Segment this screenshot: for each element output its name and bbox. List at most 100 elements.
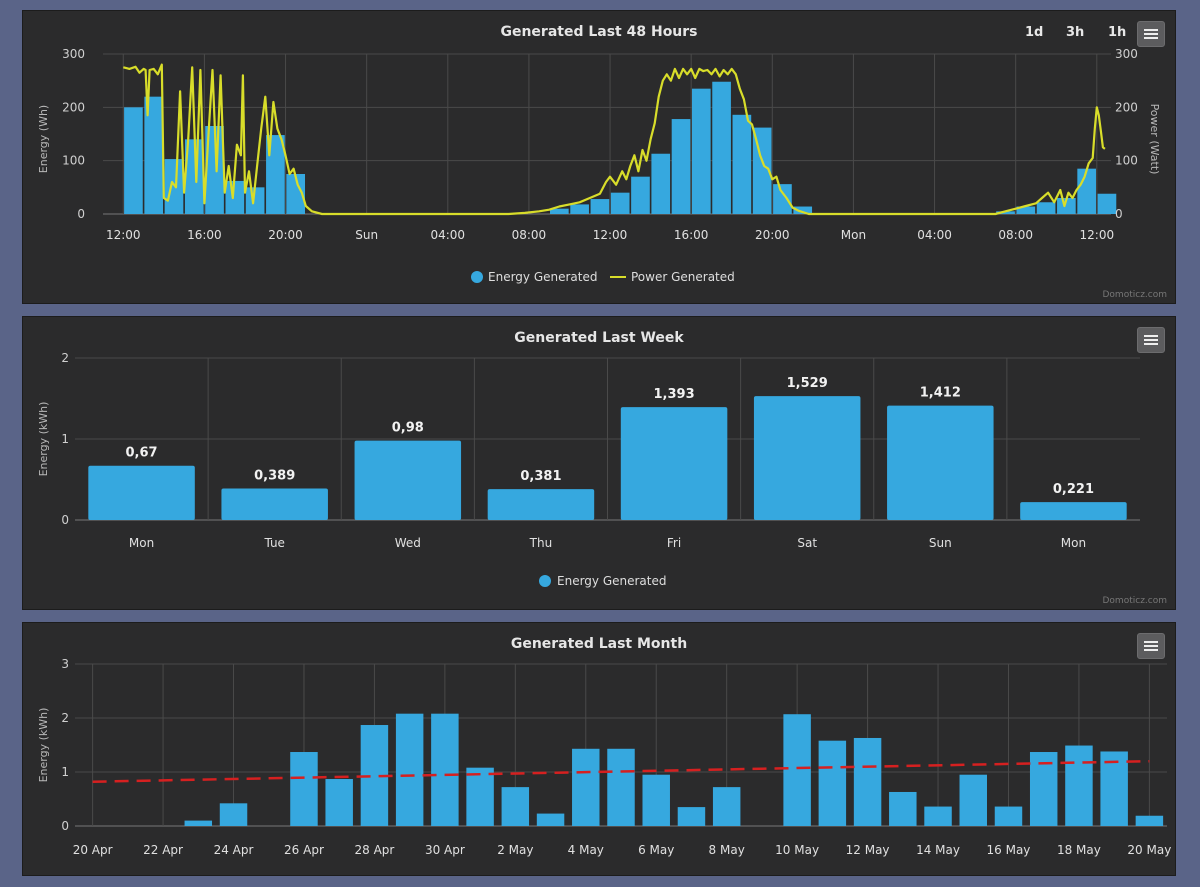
legend-energy-label[interactable]: Energy Generated (488, 270, 598, 284)
y-tick-label: 1 (61, 765, 69, 779)
bar-energy (732, 114, 752, 214)
bar-energy (994, 806, 1023, 826)
x-tick-label: 8 May (709, 843, 745, 857)
menu-icon-line (1144, 339, 1158, 341)
bar-energy (590, 199, 610, 214)
x-tick-label: Mon (1061, 536, 1086, 550)
bar-energy (631, 176, 650, 214)
legend-marker-energy (471, 271, 483, 283)
bar-energy (290, 752, 318, 826)
data-label: 1,412 (920, 386, 961, 401)
bar-energy (286, 174, 306, 214)
x-tick-label: 04:00 (430, 228, 465, 242)
x-tick-label: 10 May (775, 843, 819, 857)
legend-marker-energy (539, 575, 551, 587)
bar-energy (607, 748, 635, 826)
series-line-power (123, 63, 1106, 216)
x-tick-label: Sun (929, 536, 952, 550)
x-tick-label: 20 May (1127, 843, 1171, 857)
bar-energy (677, 807, 706, 826)
bar-energy (184, 820, 213, 826)
legend[interactable]: Energy Generated (539, 574, 667, 588)
x-tick-label: 16 May (987, 843, 1031, 857)
bar-energy (818, 740, 847, 826)
y-tick-label: 0 (61, 513, 69, 527)
bar-energy (1077, 168, 1096, 214)
bar-energy (1036, 202, 1056, 214)
credits-link[interactable]: Domoticz.com (1102, 596, 1168, 606)
x-tick-label: Thu (529, 536, 553, 550)
data-label: 0,221 (1053, 482, 1094, 497)
bar-energy (753, 396, 861, 520)
x-tick-label: 22 Apr (143, 843, 183, 857)
bar-energy (266, 135, 285, 214)
chart-menu-button[interactable] (1137, 633, 1165, 659)
x-tick-label: 12:00 (106, 228, 141, 242)
bar-energy (1097, 193, 1117, 214)
x-tick-label: 16:00 (187, 228, 222, 242)
y-tick-label-right: 300 (1115, 47, 1138, 61)
bar-energy (124, 107, 143, 214)
x-tick-label: 2 May (497, 843, 533, 857)
bar-energy (783, 714, 811, 826)
bar-energy (354, 440, 462, 520)
bar-energy (219, 803, 248, 826)
menu-icon-line (1144, 29, 1158, 31)
bar-energy (570, 204, 589, 214)
bar-energy (1100, 751, 1128, 826)
credits-link[interactable]: Domoticz.com (1102, 290, 1168, 300)
bar-energy (691, 88, 711, 214)
x-tick-label: 6 May (638, 843, 674, 857)
chart-title: Generated Last Month (511, 636, 687, 652)
bar-energy (712, 81, 731, 214)
chart-title: Generated Last 48 Hours (500, 24, 697, 40)
chart-week: 0 1 2 0,67 Mon 0,389 Tue 0,98 Wed 0,381 Thu 1,393 Fr… (37, 330, 1140, 588)
data-label: 0,67 (126, 446, 158, 461)
chart-panel-month: 0 1 2 3 20 Apr 22 Apr 24 Apr 26 Apr 28 Apr 30 Apr… (22, 622, 1176, 876)
x-tick-label: 4 May (568, 843, 604, 857)
y-axis-label-left: Energy (Wh) (37, 105, 50, 173)
menu-icon-line (1144, 37, 1158, 39)
bar-energy (889, 791, 917, 826)
x-tick-label: 04:00 (917, 228, 952, 242)
legend-power-label[interactable]: Power Generated (631, 270, 735, 284)
x-tick-label: 16:00 (674, 228, 709, 242)
legend-energy-label[interactable]: Energy Generated (557, 574, 667, 588)
y-tick-label-right: 0 (1115, 207, 1123, 221)
legend[interactable]: Energy Generated Power Generated (471, 270, 735, 284)
bar-energy (671, 119, 691, 214)
bar-energy (501, 787, 530, 826)
y-axis-label: Energy (kWh) (37, 708, 50, 783)
x-tick-label: Wed (395, 536, 421, 550)
bar-energy (1057, 198, 1076, 214)
zoom-1d-button[interactable]: 1d (1025, 25, 1044, 40)
bar-energy (88, 465, 195, 520)
x-tick-label: Fri (667, 536, 681, 550)
y-tick-label: 200 (62, 100, 85, 114)
x-tick-label: 08:00 (998, 228, 1033, 242)
zoom-3h-button[interactable]: 3h (1066, 25, 1085, 40)
bar-energy (996, 211, 1015, 214)
bar-energy (205, 126, 224, 214)
x-tick-label: Sun (355, 228, 378, 242)
x-tick-label: Mon (841, 228, 866, 242)
chart-menu-button[interactable] (1137, 327, 1165, 353)
y-tick-label: 2 (61, 711, 69, 725)
chart-menu-button[interactable] (1137, 21, 1165, 47)
bar-energy (245, 187, 265, 214)
bar-energy (1065, 745, 1093, 826)
bar-energy (572, 748, 600, 826)
bar-energy (487, 489, 595, 520)
chart-month: 0 1 2 3 20 Apr 22 Apr 24 Apr 26 Apr 28 Apr 30 Apr… (37, 636, 1171, 857)
bar-energy (793, 206, 813, 214)
bar-energy (620, 407, 728, 520)
bar-energy (887, 405, 994, 520)
y-tick-label: 0 (77, 207, 85, 221)
x-tick-label: 08:00 (512, 228, 547, 242)
bar-energy (431, 713, 459, 826)
chart-48h: 0 0 100 100 200 200 300 300 12:00 16:00 20:00 Sun 04… (37, 24, 1161, 284)
bar-energy (466, 767, 494, 826)
x-tick-label: 26 Apr (284, 843, 324, 857)
zoom-1h-button[interactable]: 1h (1108, 25, 1127, 40)
y-tick-label: 2 (61, 351, 69, 365)
